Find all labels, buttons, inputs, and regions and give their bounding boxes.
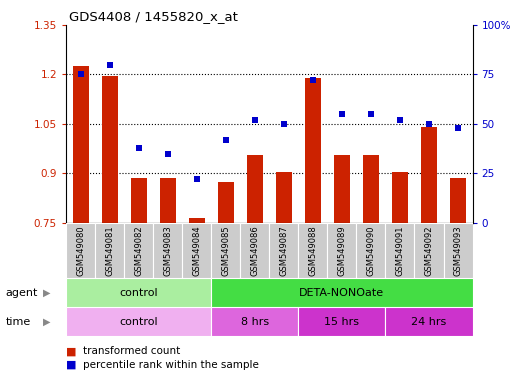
Bar — [211, 278, 473, 307]
Bar — [305, 78, 321, 223]
Text: 15 hrs: 15 hrs — [324, 316, 360, 327]
Text: control: control — [119, 316, 158, 327]
Bar — [218, 182, 234, 223]
Text: percentile rank within the sample: percentile rank within the sample — [83, 360, 259, 370]
Point — [164, 151, 172, 157]
Bar — [385, 307, 473, 336]
Bar — [72, 66, 89, 223]
Text: GSM549087: GSM549087 — [279, 225, 288, 276]
Bar — [444, 223, 473, 278]
Point — [250, 117, 259, 123]
Bar — [414, 223, 444, 278]
Text: GSM549092: GSM549092 — [425, 225, 433, 276]
Text: GSM549084: GSM549084 — [192, 225, 201, 276]
Text: transformed count: transformed count — [83, 346, 180, 356]
Point — [396, 117, 404, 123]
Point — [106, 61, 114, 68]
Bar — [334, 155, 350, 223]
Bar — [130, 178, 147, 223]
Bar — [66, 307, 211, 336]
Text: agent: agent — [5, 288, 37, 298]
Text: 8 hrs: 8 hrs — [241, 316, 269, 327]
Bar — [421, 127, 437, 223]
Bar — [182, 223, 211, 278]
Bar — [211, 223, 240, 278]
Text: time: time — [5, 316, 31, 327]
Text: ■: ■ — [66, 346, 80, 356]
Point — [425, 121, 433, 127]
Text: GSM549089: GSM549089 — [337, 225, 346, 276]
Bar — [385, 223, 414, 278]
Text: ▶: ▶ — [43, 288, 51, 298]
Bar — [298, 307, 385, 336]
Text: GSM549081: GSM549081 — [105, 225, 114, 276]
Text: ▶: ▶ — [43, 316, 51, 327]
Bar — [392, 172, 408, 223]
Bar — [188, 218, 205, 223]
Bar — [450, 178, 466, 223]
Bar — [363, 155, 379, 223]
Text: GSM549085: GSM549085 — [221, 225, 230, 276]
Point — [76, 71, 84, 78]
Bar — [211, 307, 298, 336]
Text: control: control — [119, 288, 158, 298]
Point — [134, 144, 143, 151]
Point — [454, 125, 463, 131]
Bar — [153, 223, 182, 278]
Bar — [101, 76, 118, 223]
Point — [308, 77, 317, 83]
Bar — [159, 178, 176, 223]
Text: DETA-NONOate: DETA-NONOate — [299, 288, 384, 298]
Bar — [356, 223, 385, 278]
Bar — [269, 223, 298, 278]
Point — [338, 111, 346, 117]
Text: GSM549080: GSM549080 — [76, 225, 85, 276]
Text: GSM549088: GSM549088 — [308, 225, 317, 276]
Text: ■: ■ — [66, 360, 80, 370]
Text: GSM549091: GSM549091 — [395, 225, 404, 276]
Bar — [276, 172, 292, 223]
Bar — [247, 155, 263, 223]
Bar — [298, 223, 327, 278]
Point — [221, 137, 230, 143]
Bar — [327, 223, 356, 278]
Bar — [95, 223, 124, 278]
Text: GDS4408 / 1455820_x_at: GDS4408 / 1455820_x_at — [69, 10, 238, 23]
Bar — [66, 278, 211, 307]
Bar — [240, 223, 269, 278]
Text: GSM549086: GSM549086 — [250, 225, 259, 276]
Point — [366, 111, 375, 117]
Text: GSM549082: GSM549082 — [134, 225, 143, 276]
Point — [280, 121, 288, 127]
Text: 24 hrs: 24 hrs — [411, 316, 447, 327]
Point — [192, 176, 201, 182]
Bar — [66, 223, 95, 278]
Text: GSM549093: GSM549093 — [454, 225, 463, 276]
Bar — [124, 223, 153, 278]
Text: GSM549083: GSM549083 — [163, 225, 172, 276]
Text: GSM549090: GSM549090 — [366, 225, 375, 276]
